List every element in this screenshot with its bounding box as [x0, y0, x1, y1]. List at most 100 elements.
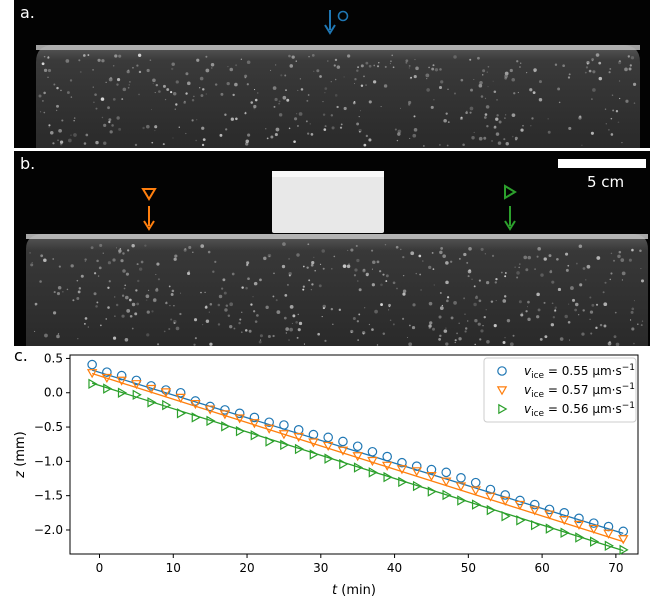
- bubble-speck: [602, 291, 605, 294]
- bubble-speck: [331, 126, 335, 130]
- bubble-speck: [318, 284, 322, 288]
- bubble-speck: [458, 322, 460, 324]
- bubble-speck: [443, 329, 448, 333]
- bubble-speck: [466, 261, 469, 264]
- bubble-speck: [102, 252, 104, 254]
- bubble-speck: [385, 274, 389, 278]
- bubble-speck: [518, 266, 520, 269]
- data-point-triangle-down: [308, 438, 319, 448]
- bubble-speck: [479, 81, 483, 85]
- bubble-speck: [447, 88, 449, 91]
- data-point-triangle-right: [545, 523, 555, 534]
- bubble-speck: [496, 114, 499, 117]
- bubble-speck: [214, 260, 217, 263]
- bubble-speck: [288, 54, 291, 58]
- bubble-speck: [480, 95, 484, 98]
- bubble-speck: [122, 87, 127, 92]
- bubble-speck: [165, 301, 168, 303]
- bubble-speck: [220, 92, 224, 96]
- bubble-speck: [394, 128, 397, 131]
- bubble-speck: [354, 78, 357, 81]
- bubble-speck: [632, 82, 637, 86]
- bubble-speck: [188, 270, 190, 272]
- bubble-speck: [164, 98, 167, 101]
- bubble-speck: [409, 77, 413, 80]
- bubble-speck: [187, 81, 191, 86]
- bubble-speck: [275, 64, 277, 66]
- x-tick-label: 50: [461, 561, 476, 575]
- bubble-speck: [162, 143, 165, 146]
- bubble-speck: [463, 297, 466, 300]
- bubble-speck: [56, 104, 60, 108]
- bubble-speck: [174, 254, 178, 258]
- data-point-triangle-down: [116, 376, 127, 386]
- bubble-speck: [31, 262, 33, 264]
- bubble-speck: [485, 105, 490, 109]
- bubble-speck: [533, 68, 537, 72]
- legend-entry: vice = 0.57 µm·s−1: [524, 382, 635, 400]
- bubble-speck: [471, 136, 475, 140]
- bubble-speck: [486, 71, 488, 73]
- bubble-speck: [570, 286, 574, 290]
- bubble-speck: [353, 83, 356, 85]
- bubble-speck: [105, 81, 107, 83]
- bubble-speck: [402, 289, 407, 293]
- bubble-speck: [355, 244, 358, 248]
- bubble-speck: [173, 305, 175, 307]
- bubble-speck: [368, 138, 372, 142]
- bubble-speck: [428, 265, 432, 269]
- bubble-speck: [384, 65, 387, 68]
- bubble-speck: [473, 302, 477, 307]
- bubble-speck: [527, 317, 531, 322]
- data-point-triangle-right: [442, 489, 452, 501]
- bubble-speck: [78, 59, 81, 62]
- bubble-speck: [621, 142, 623, 144]
- bubble-speck: [426, 88, 430, 92]
- data-point-circle: [574, 513, 584, 524]
- bubble-speck: [58, 265, 61, 268]
- bubble-speck: [66, 91, 70, 94]
- orange-triangle-marker-icon: [141, 188, 157, 201]
- bubble-speck: [319, 75, 322, 78]
- bubble-speck: [487, 86, 489, 88]
- bubble-speck: [519, 263, 521, 265]
- bubble-speck: [464, 327, 468, 330]
- bubble-speck: [146, 333, 150, 337]
- bubble-speck: [378, 62, 380, 64]
- legend-marker-circle: [497, 366, 507, 376]
- legend-box: [483, 357, 637, 423]
- bubble-speck: [108, 77, 113, 82]
- bubble-speck: [438, 315, 442, 319]
- bubble-speck: [525, 268, 529, 272]
- bubble-speck: [641, 320, 644, 322]
- bubble-speck: [523, 255, 528, 260]
- bubble-speck: [278, 103, 280, 105]
- bubble-speck: [362, 333, 365, 335]
- bubble-speck: [532, 91, 536, 95]
- bubble-speck: [493, 324, 497, 328]
- bubble-speck: [549, 270, 553, 274]
- bubble-speck: [358, 288, 362, 292]
- bubble-speck: [146, 68, 150, 73]
- bubble-speck: [95, 107, 98, 110]
- bubble-speck: [551, 280, 555, 284]
- bubble-speck: [478, 136, 483, 141]
- bubble-speck: [365, 61, 369, 65]
- bubble-speck: [57, 139, 59, 142]
- bubble-speck: [278, 113, 283, 117]
- bubble-speck: [511, 78, 515, 82]
- bubble-speck: [610, 133, 614, 136]
- bubble-speck: [589, 318, 591, 320]
- bubble-speck: [77, 290, 81, 294]
- bubble-speck: [314, 269, 316, 272]
- bubble-speck: [392, 323, 395, 326]
- data-point-circle: [264, 417, 274, 428]
- bubble-speck: [253, 310, 256, 313]
- bubble-speck: [313, 256, 315, 259]
- bubble-speck: [526, 306, 529, 308]
- bubble-speck: [30, 263, 34, 267]
- bubble-speck: [96, 259, 99, 263]
- bubble-speck: [471, 278, 473, 281]
- bubble-speck: [365, 272, 369, 276]
- bubble-speck: [630, 56, 635, 60]
